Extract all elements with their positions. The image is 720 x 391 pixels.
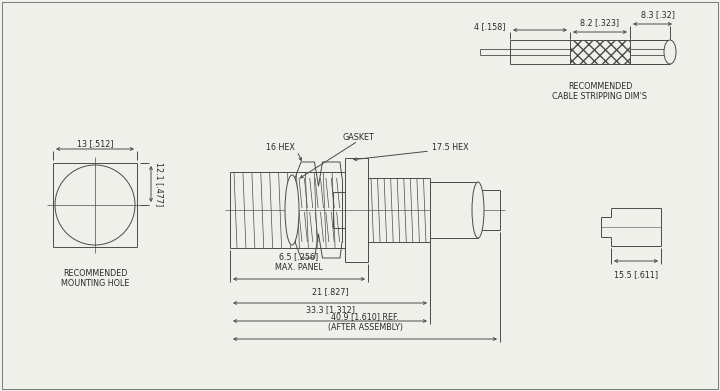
Text: 21 [.827]: 21 [.827] (312, 287, 348, 296)
Text: 13 [.512]: 13 [.512] (77, 140, 113, 149)
Ellipse shape (285, 175, 299, 245)
Text: RECOMMENDED
CABLE STRIPPING DIM'S: RECOMMENDED CABLE STRIPPING DIM'S (552, 82, 647, 101)
Text: 16 HEX: 16 HEX (266, 143, 295, 152)
Text: GASKET: GASKET (342, 133, 374, 142)
Ellipse shape (472, 182, 484, 238)
Text: 12.1 [.477]: 12.1 [.477] (155, 162, 164, 206)
Text: 8.2 [.323]: 8.2 [.323] (580, 18, 620, 27)
Text: 4 [.158]: 4 [.158] (474, 23, 505, 32)
Ellipse shape (664, 40, 676, 64)
Bar (430, 182, 478, 238)
Text: 40.9 [1.610] REF.
(AFTER ASSEMBLY): 40.9 [1.610] REF. (AFTER ASSEMBLY) (328, 312, 402, 332)
Text: 33.3 [1.312]: 33.3 [1.312] (305, 305, 354, 314)
Text: 6.5 [.256]
MAX. PANEL: 6.5 [.256] MAX. PANEL (275, 253, 323, 272)
Text: 15.5 [.611]: 15.5 [.611] (614, 270, 658, 279)
Text: RECOMMENDED
MOUNTING HOLE: RECOMMENDED MOUNTING HOLE (60, 269, 129, 289)
Bar (570, 40, 630, 64)
Text: 8.3 [.32]: 8.3 [.32] (641, 10, 675, 19)
Text: 17.5 HEX: 17.5 HEX (432, 143, 469, 152)
